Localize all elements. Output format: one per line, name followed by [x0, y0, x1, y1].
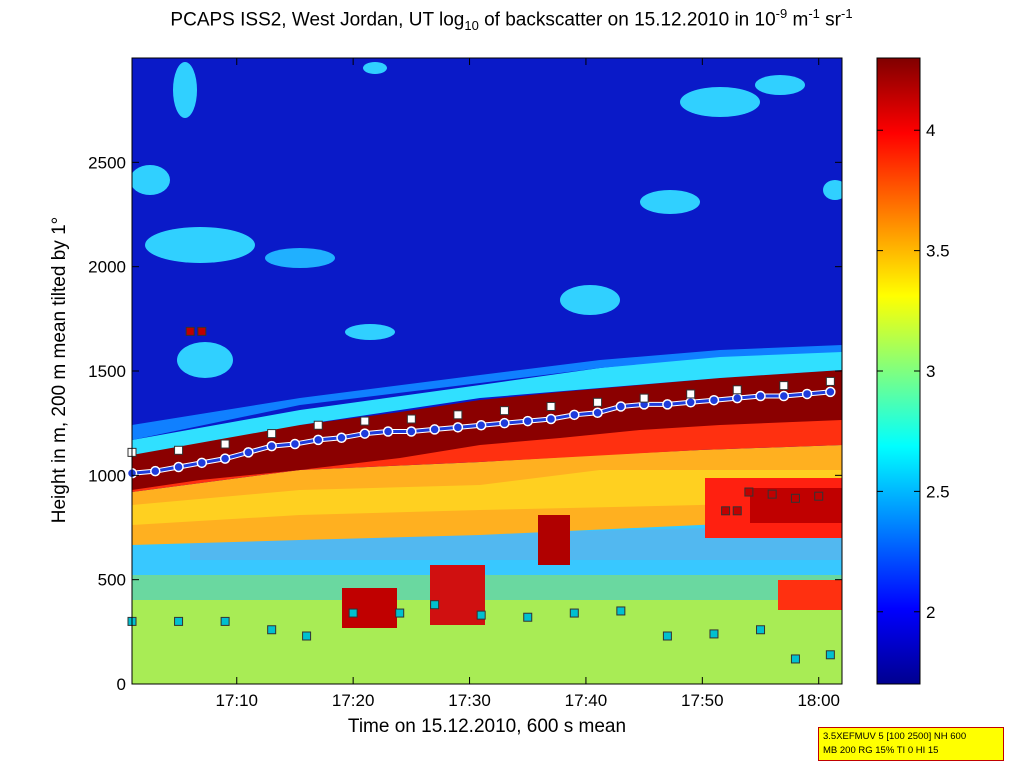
series-0-point	[475, 420, 487, 431]
series-1-point	[686, 389, 696, 399]
series-0-point	[219, 453, 231, 464]
series-3-point	[790, 493, 800, 503]
colorbar-tick-label: 4	[926, 121, 935, 140]
chart-title: PCAPS ISS2, West Jordan, UT log10 of bac…	[170, 6, 853, 34]
series-1-point	[360, 416, 370, 426]
series-3-point	[197, 326, 207, 336]
info-line-2: MB 200 RG 15% TI 0 HI 15	[823, 745, 939, 756]
series-0-point	[615, 401, 627, 412]
y-tick-label: 2500	[88, 153, 126, 172]
series-3-point	[721, 506, 731, 516]
series-2-point	[616, 606, 626, 616]
settings-info-box: 3.5XEFMUV 5 [100 2500] NH 600 MB 200 RG …	[818, 727, 1004, 761]
series-2-point	[825, 650, 835, 660]
series-0-point	[266, 440, 277, 452]
series-2-point	[348, 608, 358, 618]
colorbar-tick-label: 3.5	[926, 242, 950, 261]
x-tick-label: 18:00	[797, 691, 840, 710]
y-tick-label: 500	[98, 571, 126, 590]
series-0-point	[499, 417, 510, 429]
series-0-point	[382, 426, 394, 437]
series-0-point	[545, 413, 557, 425]
y-tick-label: 2000	[88, 258, 126, 277]
series-0-point	[569, 409, 580, 421]
series-layer	[126, 326, 836, 664]
y-axis-label: Height in m, 200 m mean tilted by 1°	[49, 216, 70, 524]
series-3-point	[744, 487, 754, 497]
y-tick-label: 0	[117, 675, 126, 694]
series-0-point	[755, 390, 766, 402]
series-1-point	[593, 397, 603, 407]
series-2-point	[267, 625, 277, 635]
series-2-point	[790, 654, 800, 664]
series-3-point	[814, 491, 824, 501]
series-2-point	[476, 610, 486, 620]
series-0-point	[778, 390, 790, 402]
series-0-point	[173, 461, 184, 473]
series-0-point	[359, 428, 371, 439]
y-tick-label: 1500	[88, 362, 126, 381]
x-tick-label: 17:50	[681, 691, 724, 710]
series-2-point	[174, 616, 184, 626]
series-0-point	[685, 397, 696, 408]
x-tick-label: 17:30	[448, 691, 491, 710]
series-0-point	[452, 422, 464, 433]
x-axis: 17:10 17:20 17:30 17:40 17:50 18:00	[215, 58, 840, 710]
series-0-point	[406, 426, 417, 437]
x-tick-label: 17:40	[565, 691, 608, 710]
series-0-point	[801, 388, 813, 400]
x-tick-label: 17:20	[332, 691, 375, 710]
series-3-point	[185, 326, 195, 336]
series-2-point	[523, 612, 533, 622]
series-3-point	[767, 489, 777, 499]
series-1-point	[220, 439, 230, 449]
series-1-point	[174, 445, 184, 455]
series-0-point	[289, 438, 301, 450]
series-1-point	[732, 385, 742, 395]
series-1-point	[779, 381, 789, 391]
y-axis: 0 500 1000 1500 2000 2500	[88, 153, 842, 694]
series-1-point	[453, 410, 463, 420]
series-0-point	[243, 447, 254, 458]
colorbar-tick-label: 2	[926, 603, 935, 622]
series-2-point	[430, 600, 440, 610]
x-axis-label: Time on 15.12.2010, 600 s mean	[347, 716, 627, 737]
series-0-point	[662, 399, 673, 410]
series-2-point	[662, 631, 672, 641]
series-2-point	[756, 625, 766, 635]
series-0-point	[522, 415, 533, 427]
series-0-point	[592, 407, 603, 418]
colorbar-tick-label: 2.5	[926, 482, 950, 501]
series-1-point	[313, 420, 323, 430]
series-1-point	[825, 376, 835, 386]
series-0-point	[312, 434, 324, 446]
backscatter-heatmap	[132, 58, 842, 684]
colorbar	[876, 57, 921, 685]
series-0-point	[731, 392, 743, 404]
series-1-point	[639, 393, 649, 403]
colorbar-axis: 2 2.5 3 3.5 4	[877, 121, 950, 622]
x-tick-label: 17:10	[215, 691, 258, 710]
series-0-point	[825, 386, 836, 398]
series-2-point	[569, 608, 579, 618]
colorbar-tick-label: 3	[926, 362, 935, 381]
series-2-point	[395, 608, 405, 618]
series-1-point	[267, 429, 277, 439]
series-2-point	[709, 629, 719, 639]
series-0-point	[196, 457, 208, 469]
series-1-point	[546, 401, 556, 411]
y-tick-label: 1000	[88, 466, 126, 485]
series-0-point	[150, 465, 161, 477]
series-2-point	[302, 631, 312, 641]
series-1-point	[406, 414, 416, 424]
series-0-point	[336, 432, 347, 444]
series-1-point	[499, 406, 509, 416]
series-2-point	[220, 616, 230, 626]
series-3-point	[732, 506, 742, 516]
series-0-point	[429, 424, 440, 435]
series-0-point	[708, 394, 720, 406]
info-line-1: 3.5XEFMUV 5 [100 2500] NH 600	[823, 731, 967, 742]
